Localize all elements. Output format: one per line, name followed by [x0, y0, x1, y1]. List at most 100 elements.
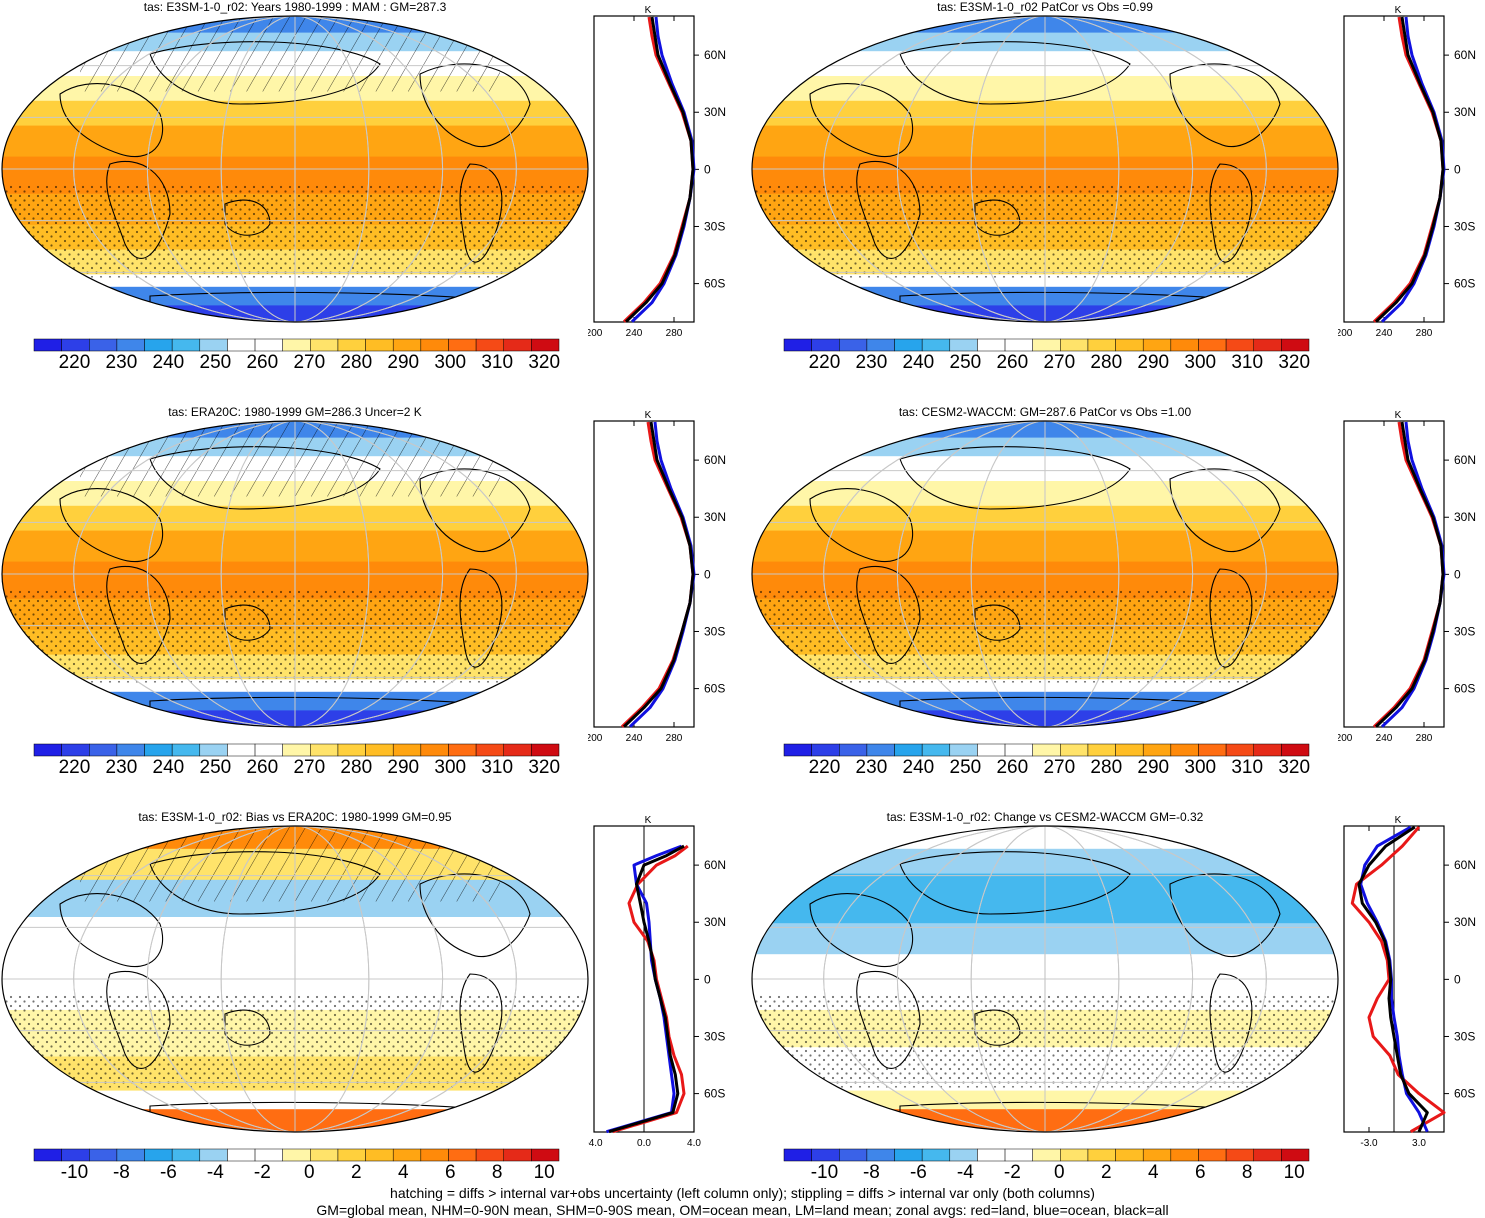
- colorbar-labels: -10 -8 -6 -4 -2 0 2 4 6 8 10: [33, 1162, 558, 1186]
- colorbar-box-10: [310, 1148, 339, 1162]
- x-tick-label: 280: [1416, 733, 1433, 744]
- colorbar-box-16: [475, 1148, 504, 1162]
- colorbar-labels: 220 230 240 250 260 270 280 290 300 310 320: [33, 757, 560, 781]
- colorbar-tick-label: 10: [1283, 1162, 1305, 1183]
- continent-outline-0: [809, 893, 914, 968]
- colorbar-box-17: [1253, 743, 1282, 757]
- colorbar-box-13: [392, 1148, 422, 1162]
- zonal-average-plot: K 60N 30N 0 30S 60S 200 240 280: [1338, 5, 1476, 339]
- world-map: [751, 15, 1339, 323]
- colorbar: [783, 338, 1310, 352]
- colorbar-box-17: [503, 338, 532, 352]
- colorbar-box-14: [1170, 743, 1199, 757]
- colorbar-tick-label: -8: [862, 1162, 880, 1183]
- lat-tick-label: 30N: [1454, 915, 1476, 929]
- colorbar-box-6: [199, 1148, 228, 1162]
- map-border: [1, 825, 589, 1133]
- colorbar-box-0: [783, 1148, 812, 1162]
- colorbar-box-4: [144, 743, 173, 757]
- colorbar-box-17: [1253, 338, 1282, 352]
- meridian-gridline: [970, 16, 1120, 322]
- colorbar-box-3: [116, 338, 145, 352]
- continent-outline-4: [1169, 63, 1281, 148]
- colorbar-box-13: [1142, 1148, 1172, 1162]
- zonal-line-land: [620, 421, 695, 728]
- colorbar-tick-label: -2: [253, 1162, 271, 1183]
- colorbar-box-7: [977, 743, 1006, 757]
- colorbar-box-8: [1004, 338, 1033, 352]
- meridian-gridline: [146, 16, 444, 322]
- colorbar-box-5: [171, 1148, 201, 1162]
- colorbar-tick-label: 260: [996, 757, 1029, 778]
- colorbar-box-8: [1004, 1148, 1033, 1162]
- zonal-average-plot: K 60N 30N 0 30S 60S 200 240 280: [1338, 410, 1476, 744]
- colorbar-tick-label: 240: [902, 352, 935, 373]
- meridian-gridline: [220, 421, 370, 727]
- colorbar-box-14: [420, 1148, 449, 1162]
- colorbar-box-10: [1060, 338, 1089, 352]
- colorbar-tick-label: 6: [444, 1162, 456, 1183]
- map-field: [752, 421, 1338, 727]
- colorbar-tick-label: 240: [152, 352, 185, 373]
- colorbar-box-6: [199, 743, 228, 757]
- lat-tick-label: 30S: [1454, 219, 1475, 233]
- map-border: [751, 420, 1339, 728]
- lat-tick-label: 60S: [1454, 682, 1475, 696]
- colorbar-tick-label: 310: [1231, 757, 1264, 778]
- colorbar-tick-label: 280: [340, 352, 373, 373]
- colorbar-tick-label: 320: [1278, 352, 1311, 373]
- colorbar-box-0: [783, 338, 812, 352]
- colorbar-box-2: [89, 743, 118, 757]
- colorbar-box-9: [282, 743, 311, 757]
- lat-tick-label: 30S: [704, 219, 725, 233]
- x-tick-label: 240: [626, 733, 643, 744]
- colorbar-box-12: [1115, 1148, 1144, 1162]
- colorbar-box-8: [254, 743, 283, 757]
- colorbar-tick-label: 240: [152, 757, 185, 778]
- colorbar-box-7: [227, 338, 256, 352]
- meridian-gridline: [896, 16, 1194, 322]
- colorbar-tick-label: 250: [199, 352, 232, 373]
- colorbar-box-10: [310, 743, 339, 757]
- map-title: tas: E3SM-1-0_r02: Bias vs ERA20C: 1980-…: [138, 810, 452, 824]
- colorbar-tick-label: 240: [902, 757, 935, 778]
- map-field: [2, 16, 588, 322]
- meridian-gridline: [146, 826, 444, 1132]
- colorbar-box-1: [811, 743, 840, 757]
- x-tick-label: 240: [1376, 733, 1393, 744]
- map-field: [2, 421, 588, 727]
- lat-tick-label: 30S: [704, 624, 725, 638]
- colorbar-box-16: [1225, 1148, 1254, 1162]
- meridian-gridline: [73, 16, 517, 322]
- colorbar-box-8: [254, 1148, 283, 1162]
- colorbar-labels: 220 230 240 250 260 270 280 290 300 310 320: [783, 352, 1311, 376]
- meridian-gridline: [220, 16, 370, 322]
- colorbar-box-3: [866, 338, 895, 352]
- colorbar-box-6: [949, 338, 978, 352]
- lat-tick-label: 30N: [1454, 105, 1476, 119]
- colorbar-box-4: [894, 1148, 923, 1162]
- lat-tick-label: 30S: [1454, 624, 1475, 638]
- hatching-overlay: [80, 826, 500, 902]
- colorbar-tick-label: 10: [533, 1162, 555, 1183]
- colorbar-tick-label: 310: [481, 757, 514, 778]
- continent-outline-0: [809, 488, 914, 563]
- colorbar-box-9: [1032, 1148, 1061, 1162]
- colorbar-box-7: [977, 1148, 1006, 1162]
- zonal-frame: [593, 15, 695, 323]
- lat-tick-label: 60S: [1454, 1087, 1475, 1101]
- colorbar-tick-label: 230: [855, 757, 888, 778]
- x-tick-label: 280: [1416, 328, 1433, 339]
- colorbar-box-9: [1032, 338, 1061, 352]
- x-tick-label: 0.0: [637, 1138, 651, 1149]
- continent-outline-4: [1169, 873, 1281, 958]
- colorbar-box-3: [866, 1148, 895, 1162]
- zonal-unit-label: K: [1395, 5, 1402, 16]
- panel-2: tas: E3SM-1-0_r02 PatCor vs Obs =0.99 220…: [750, 0, 1485, 400]
- colorbar-tick-label: 220: [58, 352, 91, 373]
- colorbar-tick-label: -8: [112, 1162, 130, 1183]
- lat-tick-label: 60S: [1454, 277, 1475, 291]
- colorbar: [783, 1148, 1310, 1162]
- zonal-frame: [593, 420, 695, 728]
- colorbar-box-3: [866, 743, 895, 757]
